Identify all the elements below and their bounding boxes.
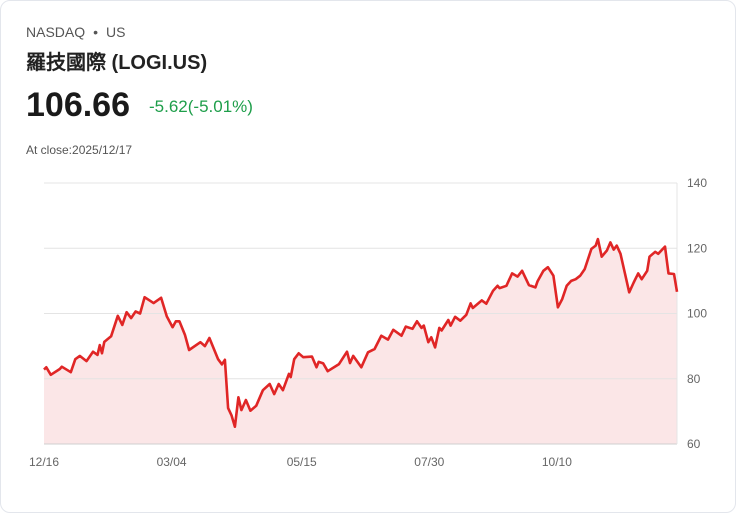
- x-tick-label: 03/04: [157, 455, 187, 469]
- x-tick-label: 07/30: [414, 455, 444, 469]
- separator-dot: •: [93, 24, 99, 40]
- price-change: -5.62(-5.01%): [149, 97, 253, 116]
- exchange-line: NASDAQ • US: [26, 24, 125, 40]
- exchange-label: NASDAQ: [26, 24, 86, 40]
- stock-name: 羅技國際 (LOGI.US): [26, 52, 208, 74]
- price-area-fill: [44, 239, 677, 444]
- y-tick-label: 80: [687, 372, 701, 386]
- price-line: [43, 237, 679, 428]
- y-tick-label: 100: [687, 307, 707, 321]
- x-tick-label: 05/15: [287, 455, 317, 469]
- y-tick-label: 120: [687, 241, 707, 255]
- x-tick-label: 10/10: [542, 455, 572, 469]
- y-tick-label: 60: [687, 437, 701, 451]
- close-date: At close:2025/12/17: [26, 143, 133, 157]
- y-tick-label: 140: [687, 176, 707, 190]
- last-price: 106.66: [26, 86, 130, 124]
- x-tick-label: 12/16: [29, 455, 59, 469]
- market-label: US: [106, 24, 126, 40]
